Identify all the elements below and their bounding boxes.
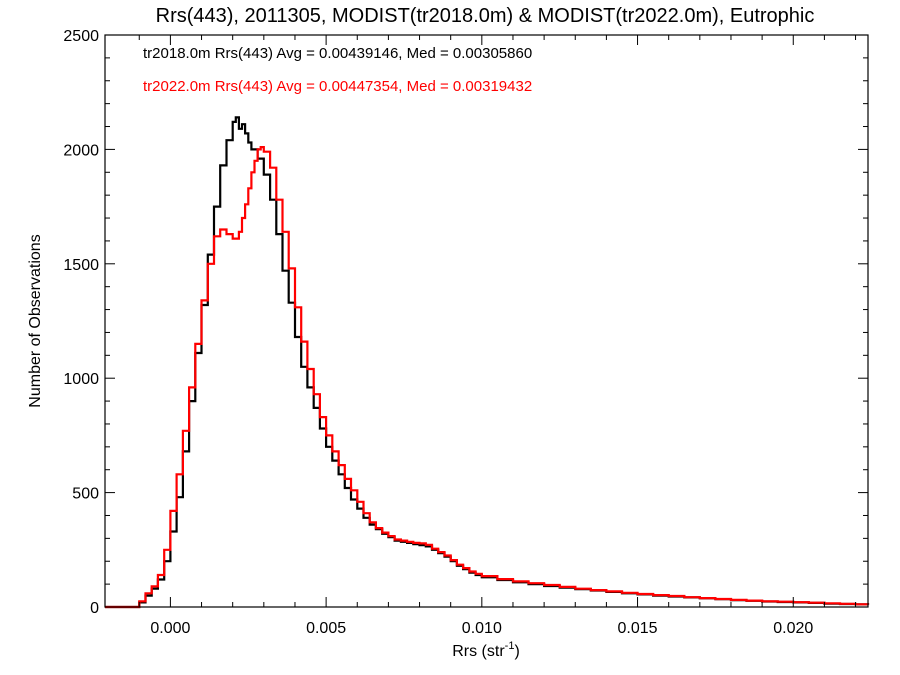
- x-axis-label-tail: ): [514, 643, 519, 660]
- y-axis: 0 500 1000 1500 2000 2500: [63, 28, 868, 617]
- plot-frame: [104, 34, 869, 608]
- series-layer: [105, 116, 870, 609]
- y-tick-label: 1000: [63, 371, 99, 388]
- x-axis-label-superscript: -1: [505, 640, 515, 652]
- series-line-red: [105, 146, 870, 609]
- y-axis-label: Number of Observations: [27, 234, 44, 407]
- y-tick-label: 1500: [63, 257, 99, 274]
- x-tick-label: 0.000: [150, 620, 190, 637]
- x-axis: 0.000 0.005 0.010 0.015 0.020: [138, 35, 857, 637]
- x-tick-label: 0.005: [306, 620, 346, 637]
- y-tick-label: 2500: [63, 28, 99, 45]
- series-line-black: [105, 116, 870, 609]
- x-axis-label-text: Rrs (str: [452, 643, 505, 660]
- y-tick-label: 2000: [63, 142, 99, 159]
- y-tick-label: 500: [72, 486, 99, 503]
- stats-line-red: tr2022.0m Rrs(443) Avg = 0.00447354, Med…: [143, 78, 532, 95]
- x-axis-label: Rrs (str-1): [452, 640, 520, 660]
- stats-line-black: tr2018.0m Rrs(443) Avg = 0.00439146, Med…: [143, 45, 532, 62]
- y-tick-label: 0: [90, 600, 99, 617]
- x-tick-label: 0.015: [618, 620, 658, 637]
- x-tick-label: 0.020: [773, 620, 813, 637]
- x-tick-label: 0.010: [462, 620, 502, 637]
- chart-title: Rrs(443), 2011305, MODIST(tr2018.0m) & M…: [156, 5, 815, 27]
